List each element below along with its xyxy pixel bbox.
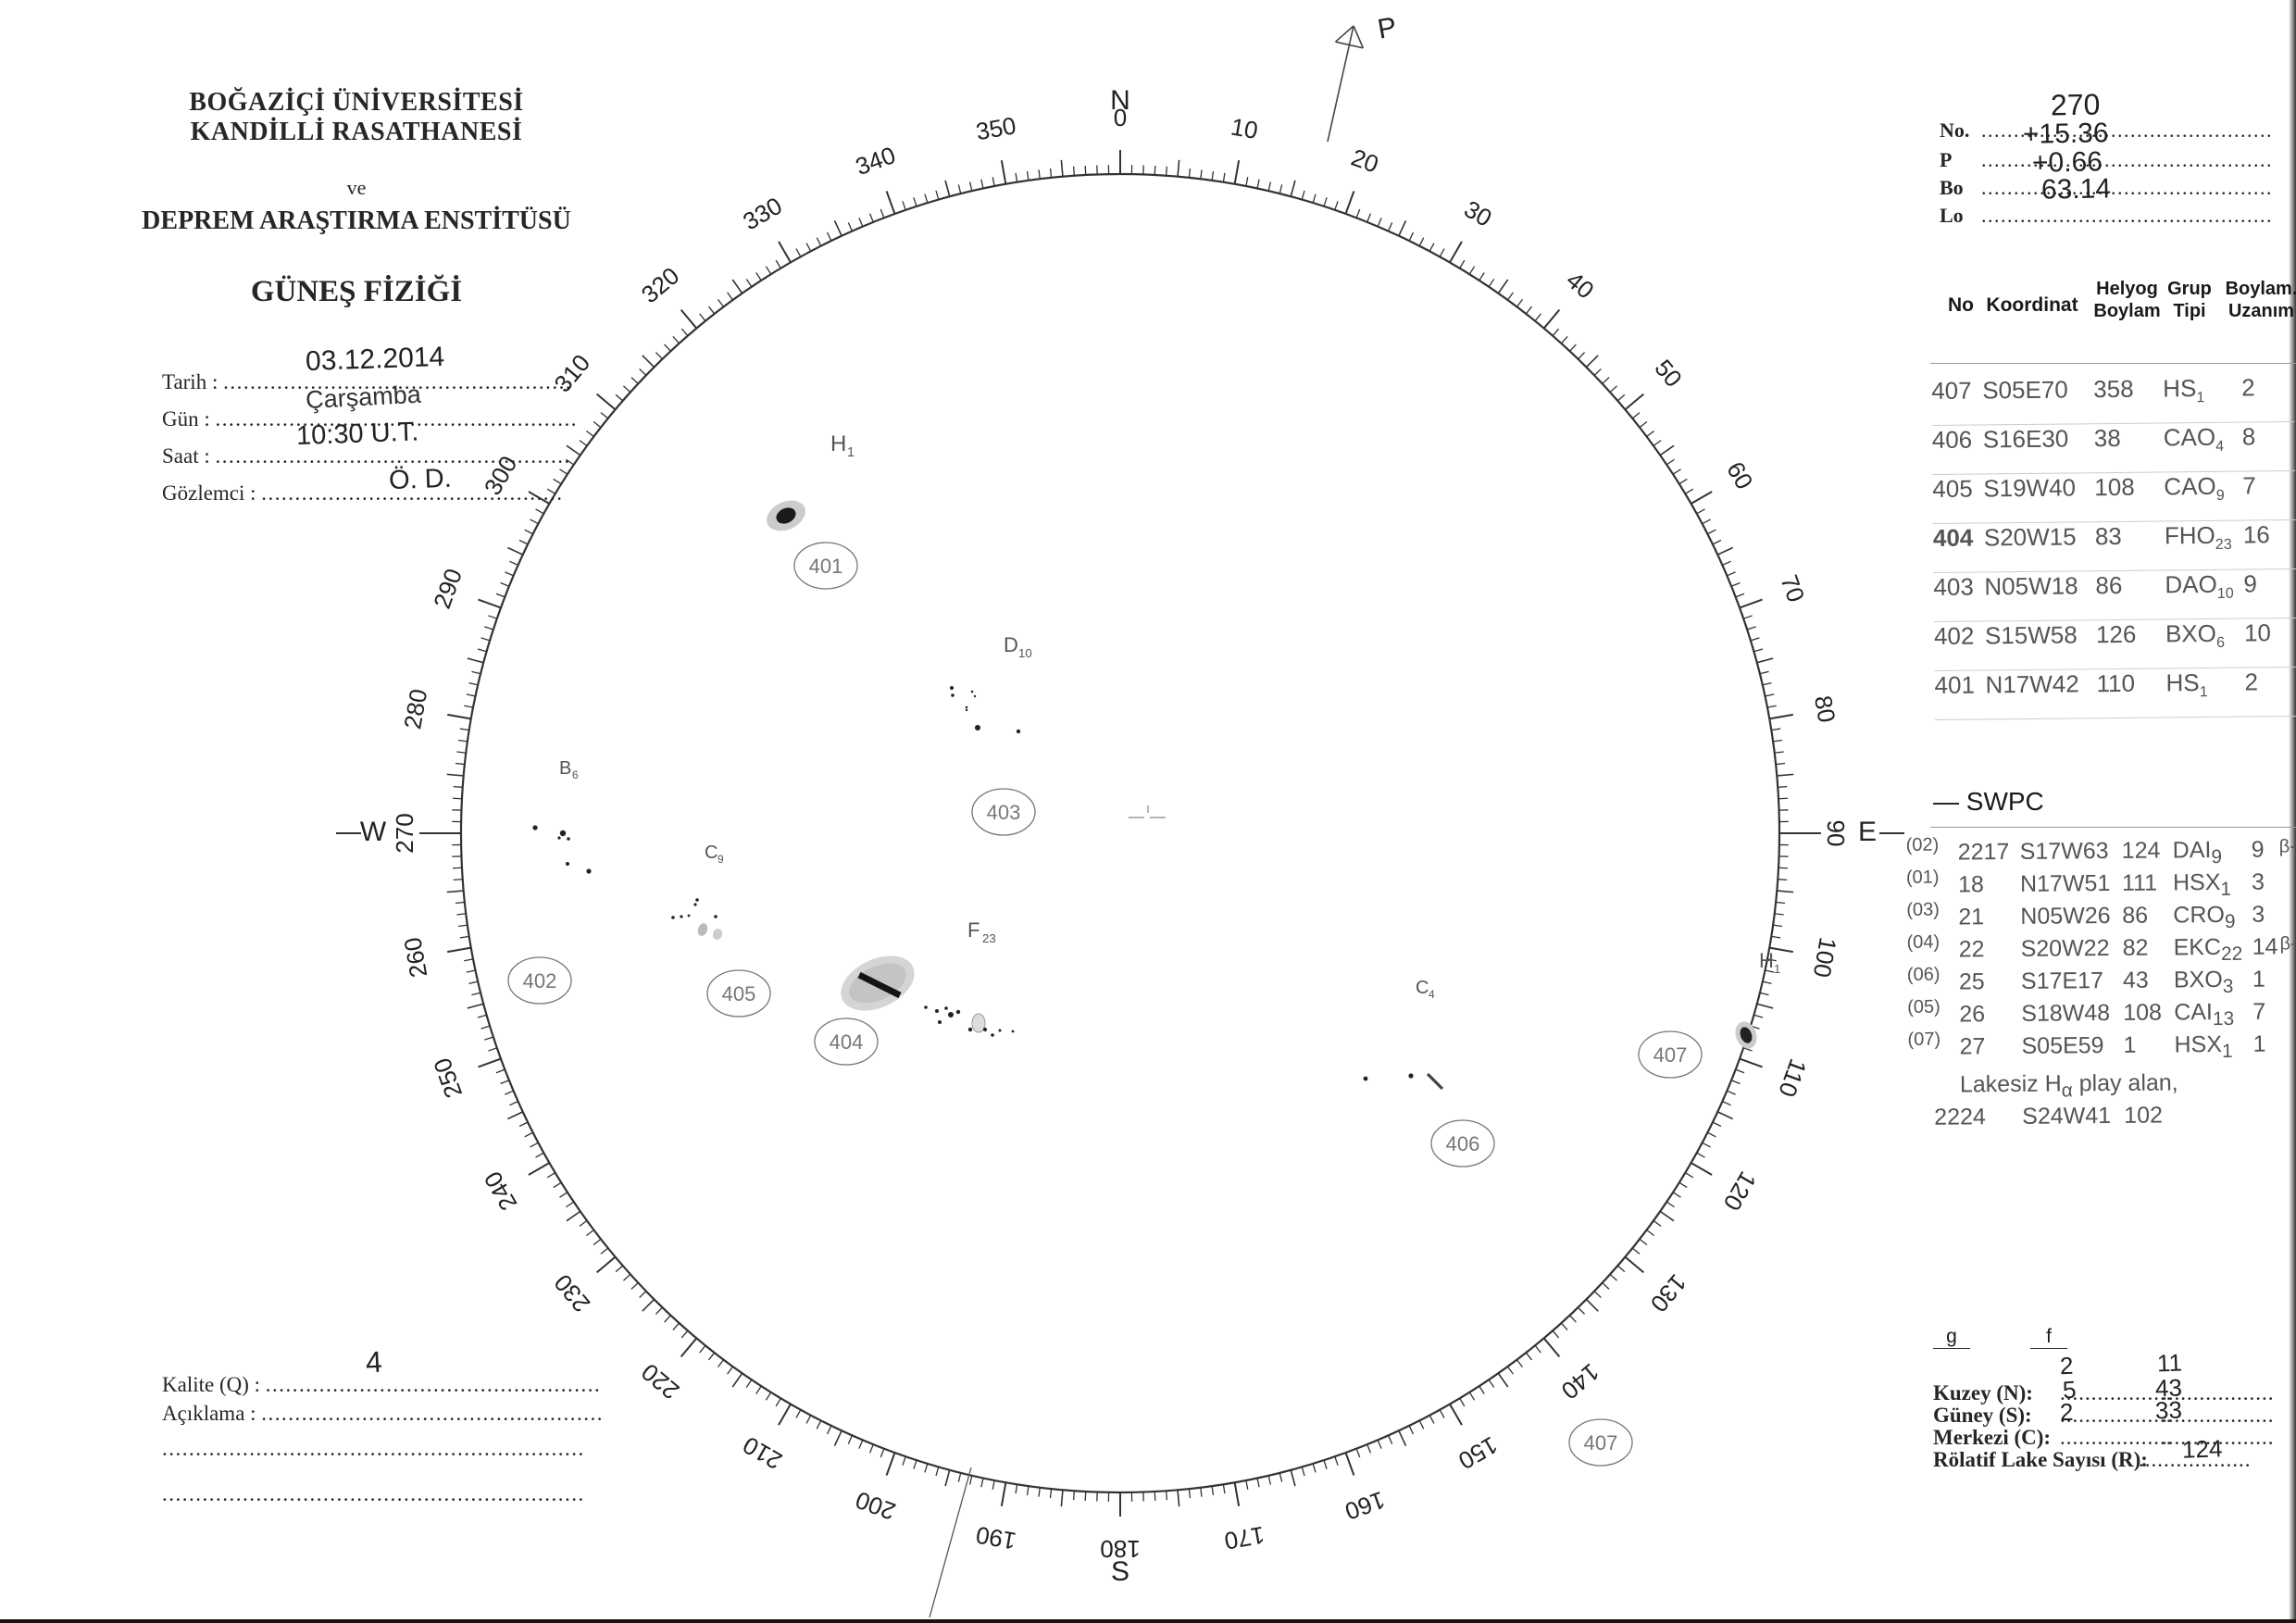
svg-text:350: 350 (974, 111, 1018, 145)
svg-text:270: 270 (391, 813, 418, 853)
svg-text:403: 403 (987, 801, 1021, 824)
svg-text:200: 200 (852, 1486, 899, 1526)
svg-text:30: 30 (1459, 194, 1496, 231)
svg-text:405: 405 (722, 982, 756, 1005)
svg-text:70: 70 (1775, 571, 1810, 606)
svg-text:N: N (1110, 85, 1130, 116)
svg-text:401: 401 (809, 555, 843, 578)
svg-text:250: 250 (428, 1055, 468, 1102)
svg-text:20: 20 (1348, 144, 1382, 179)
svg-text:F: F (967, 918, 980, 942)
svg-text:190: 190 (974, 1521, 1018, 1555)
svg-text:160: 160 (1341, 1486, 1389, 1526)
svg-text:9: 9 (718, 853, 724, 866)
svg-text:W: W (360, 817, 387, 847)
svg-text:80: 80 (1809, 693, 1841, 725)
svg-text:H: H (1759, 949, 1774, 972)
svg-text:340: 340 (852, 141, 899, 181)
svg-text:100: 100 (1808, 935, 1842, 980)
svg-text:170: 170 (1222, 1521, 1267, 1555)
svg-text:B: B (559, 758, 571, 779)
svg-text:240: 240 (479, 1167, 523, 1216)
svg-text:280: 280 (398, 687, 432, 731)
svg-text:407: 407 (1653, 1043, 1688, 1067)
svg-text:1: 1 (1774, 962, 1780, 976)
svg-text:230: 230 (548, 1269, 595, 1318)
svg-text:407: 407 (1584, 1431, 1618, 1454)
svg-text:260: 260 (398, 935, 432, 980)
svg-text:4: 4 (1429, 988, 1435, 1001)
svg-text:402: 402 (523, 969, 557, 993)
svg-text:P: P (1376, 12, 1399, 45)
svg-text:1: 1 (847, 445, 855, 460)
svg-text:150: 150 (1454, 1431, 1503, 1476)
svg-text:6: 6 (572, 768, 579, 781)
svg-text:H: H (830, 431, 846, 456)
svg-text:C: C (705, 843, 718, 863)
svg-text:S: S (1111, 1556, 1129, 1587)
svg-text:110: 110 (1773, 1055, 1812, 1101)
svg-text:120: 120 (1718, 1167, 1763, 1216)
svg-text:290: 290 (428, 565, 468, 612)
svg-text:140: 140 (1556, 1358, 1605, 1405)
svg-text:C: C (1416, 978, 1429, 998)
svg-text:D: D (1004, 633, 1018, 656)
svg-text:90: 90 (1822, 820, 1850, 847)
svg-text:404: 404 (830, 1030, 864, 1054)
svg-text:10: 10 (1018, 646, 1032, 660)
svg-text:406: 406 (1446, 1132, 1480, 1155)
svg-text:60: 60 (1721, 456, 1758, 493)
svg-text:E: E (1858, 817, 1877, 847)
svg-text:50: 50 (1649, 354, 1688, 392)
svg-text:210: 210 (738, 1431, 787, 1476)
svg-text:130: 130 (1645, 1269, 1692, 1318)
svg-text:10: 10 (1229, 112, 1260, 144)
svg-text:330: 330 (738, 192, 787, 236)
svg-text:40: 40 (1561, 266, 1599, 305)
svg-text:23: 23 (982, 931, 996, 945)
